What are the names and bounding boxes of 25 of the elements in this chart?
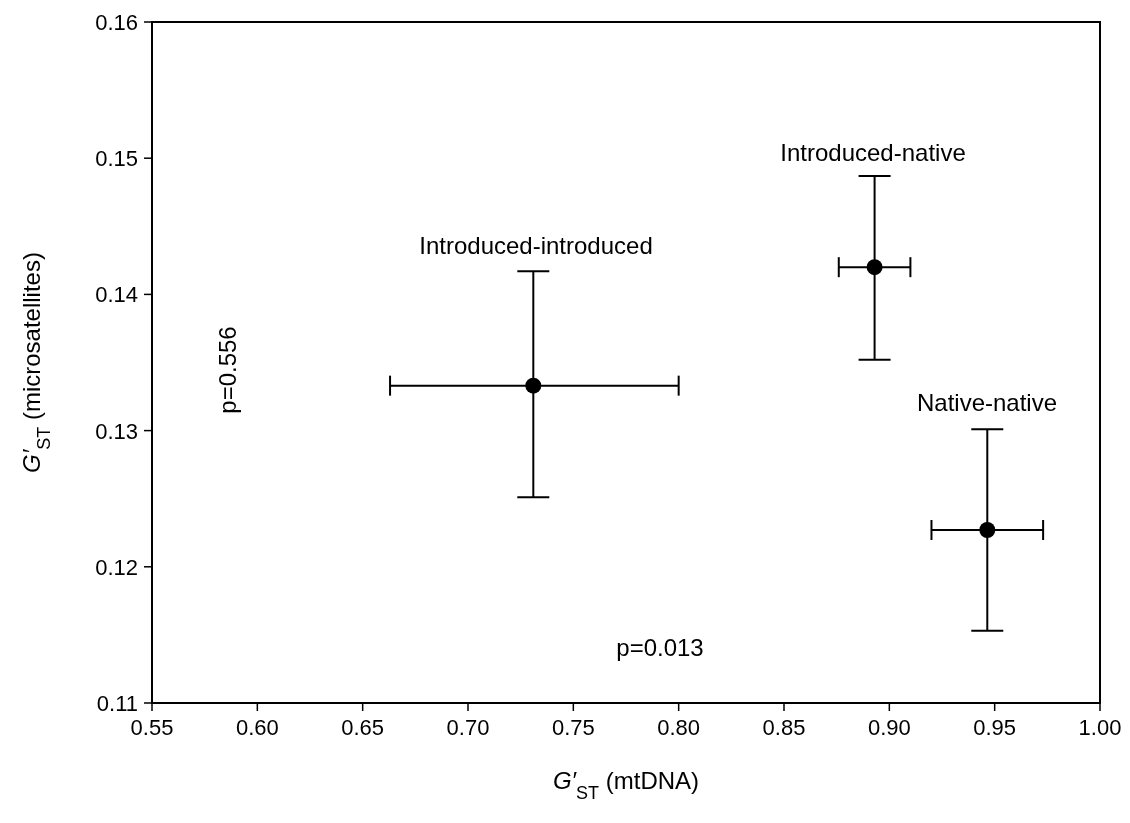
annotation: Introduced-native xyxy=(780,139,966,166)
annotation: p=0.556 xyxy=(214,326,241,414)
x-tick-label: 0.90 xyxy=(867,715,911,740)
x-tick-label: 0.85 xyxy=(762,715,806,740)
point xyxy=(866,259,883,276)
x-tick-label: 1.00 xyxy=(1078,715,1122,740)
x-tick-label: 0.60 xyxy=(235,715,279,740)
x-tick-label: 0.65 xyxy=(341,715,385,740)
y-tick-label: 0.14 xyxy=(95,282,138,308)
x-tick-label: 0.95 xyxy=(973,715,1017,740)
y-tick-label: 0.12 xyxy=(95,554,138,580)
x-axis-title: G′$_{ST}$ (mtDNA) xyxy=(552,767,700,803)
point xyxy=(525,377,542,394)
y-tick-label: 0.16 xyxy=(95,10,138,35)
y-tick-label: 0.13 xyxy=(95,418,138,444)
y-tick-label: 0.11 xyxy=(96,691,138,716)
y-tick-label: 0.15 xyxy=(95,146,138,172)
annotation: Introduced-introduced xyxy=(419,232,653,259)
x-tick-label: 0.80 xyxy=(657,715,701,740)
point xyxy=(979,522,996,539)
x-tick-label: 0.55 xyxy=(130,715,174,740)
x-tick-label: 0.75 xyxy=(551,715,595,740)
x-tick-label: 0.70 xyxy=(446,715,490,740)
annotation: p=0.013 xyxy=(616,634,704,661)
annotation: Native-native xyxy=(916,389,1058,416)
